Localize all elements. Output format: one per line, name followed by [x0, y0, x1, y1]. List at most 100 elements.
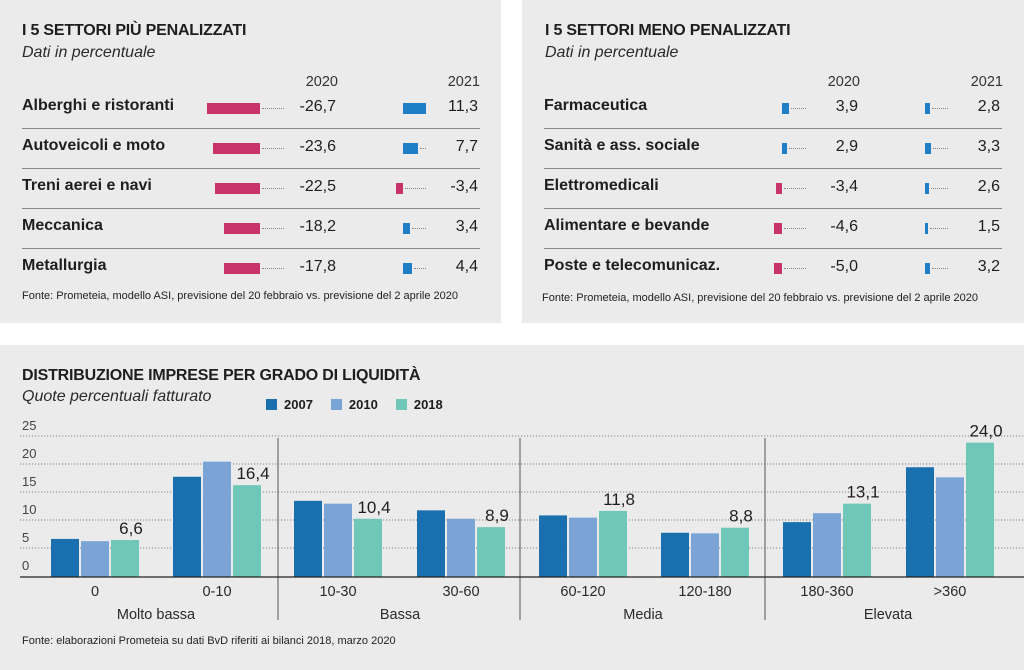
group-label: Molto bassa — [117, 607, 196, 620]
value-2021: -3,4 — [450, 178, 478, 195]
value-2021: 2,6 — [977, 178, 1000, 195]
sector-label: Metallurgia — [22, 257, 107, 274]
bar-2018-120-180 — [721, 527, 749, 577]
value-2021: 7,7 — [455, 138, 478, 155]
panel-title: I 5 SETTORI MENO PENALIZZATI — [545, 22, 791, 39]
bar-2020 — [782, 143, 787, 154]
value-2020: -17,8 — [299, 258, 336, 275]
data-label: 10,4 — [357, 498, 390, 517]
legend-swatch-2010 — [330, 399, 342, 410]
chart-subtitle: Quote percentuali fatturato — [22, 388, 212, 405]
bar-2020 — [224, 263, 260, 274]
group-label: Bassa — [380, 607, 421, 620]
row-divider — [544, 208, 1002, 209]
column-header-2020: 2020 — [305, 74, 338, 90]
row-divider — [22, 248, 480, 249]
value-2020: 2,9 — [835, 138, 858, 155]
bar-2018-0 — [111, 540, 139, 577]
sector-label: Alimentare e bevande — [544, 217, 710, 234]
dotted-leader — [262, 268, 284, 269]
dotted-leader — [932, 268, 948, 269]
value-2020: -5,0 — [830, 258, 858, 275]
legend-item-2010: 2010 — [330, 397, 378, 412]
panel-least-penalized: I 5 SETTORI MENO PENALIZZATI Dati in per… — [522, 0, 1024, 323]
bar-2018-180-360 — [843, 503, 871, 577]
source-note: Fonte: Prometeia, modello ASI, prevision… — [542, 292, 978, 304]
row-divider — [544, 168, 1002, 169]
value-2020: -3,4 — [830, 178, 858, 195]
value-2021: 3,4 — [455, 218, 478, 235]
value-2021: 4,4 — [455, 258, 478, 275]
table-row: Metallurgia -17,8 4,4 — [22, 248, 480, 288]
bar-2021 — [925, 143, 931, 154]
table-row: Alimentare e bevande -4,6 1,5 — [544, 208, 1002, 248]
x-tick-label: 120-180 — [678, 584, 731, 600]
bar-2021 — [403, 103, 426, 114]
value-2020: -22,5 — [299, 178, 336, 195]
bar-2010->360 — [936, 477, 964, 577]
bar-2020 — [215, 183, 260, 194]
chart-legend: 2007 2010 2018 — [266, 397, 443, 412]
dotted-leader — [784, 188, 806, 189]
data-label: 13,1 — [846, 483, 879, 502]
y-tick-label: 25 — [22, 418, 36, 433]
column-header-2021: 2021 — [970, 74, 1003, 90]
dotted-leader — [929, 228, 948, 229]
bar-2010-0-10 — [203, 461, 231, 577]
group-label: Elevata — [864, 607, 913, 620]
bar-2021 — [925, 263, 931, 274]
legend-label: 2010 — [348, 397, 378, 412]
bar-2007-60-120 — [539, 515, 567, 577]
value-2020: 3,9 — [835, 98, 858, 115]
source-note: Fonte: elaborazioni Prometeia su dati Bv… — [22, 635, 396, 647]
legend-item-2018: 2018 — [395, 397, 443, 412]
source-note: Fonte: Prometeia, modello ASI, prevision… — [22, 290, 458, 302]
value-2021: 2,8 — [977, 98, 1000, 115]
value-2020: -23,6 — [299, 138, 336, 155]
bar-2020 — [774, 223, 782, 234]
value-2021: 11,3 — [448, 98, 478, 115]
panel-subtitle: Dati in percentuale — [545, 44, 679, 61]
dotted-leader — [790, 108, 806, 109]
value-2021: 3,2 — [977, 258, 1000, 275]
table-row: Treni aerei e navi -22,5 -3,4 — [22, 168, 480, 208]
bar-2007-10-30 — [294, 500, 322, 577]
bar-2010-30-60 — [447, 518, 475, 577]
chart-title: DISTRIBUZIONE IMPRESE PER GRADO DI LIQUI… — [22, 367, 421, 384]
dotted-leader — [788, 148, 806, 149]
dotted-leader — [931, 188, 948, 189]
bar-2007-30-60 — [417, 510, 445, 577]
bar-2010-10-30 — [324, 503, 352, 577]
value-2020: -18,2 — [299, 218, 336, 235]
panel-title: I 5 SETTORI PIÙ PENALIZZATI — [22, 22, 247, 39]
value-2020: -26,7 — [299, 98, 336, 115]
sector-label: Sanità e ass. sociale — [544, 137, 700, 154]
dotted-leader — [784, 268, 806, 269]
group-label: Media — [623, 607, 663, 620]
bar-2021 — [403, 143, 419, 154]
bar-2007-180-360 — [783, 522, 811, 577]
sector-label: Meccanica — [22, 217, 103, 234]
x-tick-label: 60-120 — [560, 584, 605, 600]
dotted-leader — [413, 268, 426, 269]
bar-2018-30-60 — [477, 527, 505, 577]
table-row: Sanità e ass. sociale 2,9 3,3 — [544, 128, 1002, 168]
sector-label: Treni aerei e navi — [22, 177, 152, 194]
bar-2018->360 — [966, 442, 994, 577]
row-divider — [22, 208, 480, 209]
bar-2007-120-180 — [661, 532, 689, 577]
bar-2018-0-10 — [233, 485, 261, 577]
data-label: 8,8 — [729, 507, 753, 526]
column-header-2020: 2020 — [827, 74, 860, 90]
bar-2020 — [782, 103, 789, 114]
y-tick-label: 10 — [22, 502, 36, 517]
table-row: Meccanica -18,2 3,4 — [22, 208, 480, 248]
bar-2020 — [206, 103, 260, 114]
table-row: Elettromedicali -3,4 2,6 — [544, 168, 1002, 208]
legend-label: 2007 — [284, 397, 313, 412]
column-header-2021: 2021 — [447, 74, 480, 90]
bar-2010-0 — [81, 541, 109, 577]
dotted-leader — [931, 108, 948, 109]
dotted-leader — [405, 188, 426, 189]
value-2021: 1,5 — [977, 218, 1000, 235]
